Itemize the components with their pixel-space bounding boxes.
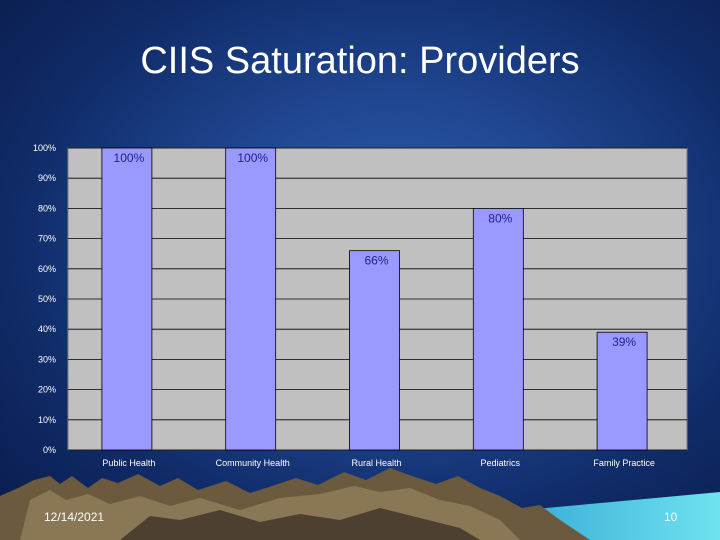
bar [472,207,524,451]
footer-date: 12/14/2021 [44,510,105,524]
y-tick-label: 20% [38,385,56,395]
bar [349,250,400,451]
data-label: 66% [364,254,388,268]
bars [101,147,648,451]
y-axis-tick-labels: 0% 10% 20% 30% 40% 50% 60% 70% 80% 90% 100% [33,143,56,455]
y-tick-label: 10% [38,415,56,425]
category-label: Rural Health [351,458,401,468]
y-tick-label: 50% [38,294,56,304]
y-tick-label: 0% [43,445,56,455]
y-tick-label: 90% [38,173,56,183]
slide-title: CIIS Saturation: Providers [140,40,580,82]
bar [596,331,648,451]
page-number: 10 [664,510,678,524]
data-label: 39% [612,335,636,349]
y-tick-label: 40% [38,324,56,334]
data-label: 100% [114,151,145,165]
category-label: Community Health [216,458,290,468]
category-label: Pediatrics [481,458,521,468]
category-labels: Public Health Community Health Rural Healt… [102,458,654,468]
y-tick-label: 100% [33,143,56,153]
category-label: Family Practice [593,458,655,468]
bar [225,147,277,451]
data-label: 100% [237,151,268,165]
y-tick-label: 30% [38,354,56,364]
data-label: 80% [488,211,512,225]
category-label: Public Health [102,458,155,468]
bar [101,147,153,451]
y-tick-label: 80% [38,203,56,213]
y-tick-label: 70% [38,234,56,244]
y-tick-label: 60% [38,264,56,274]
data-labels: 100% 100% 66% 80% 39% [114,151,637,349]
